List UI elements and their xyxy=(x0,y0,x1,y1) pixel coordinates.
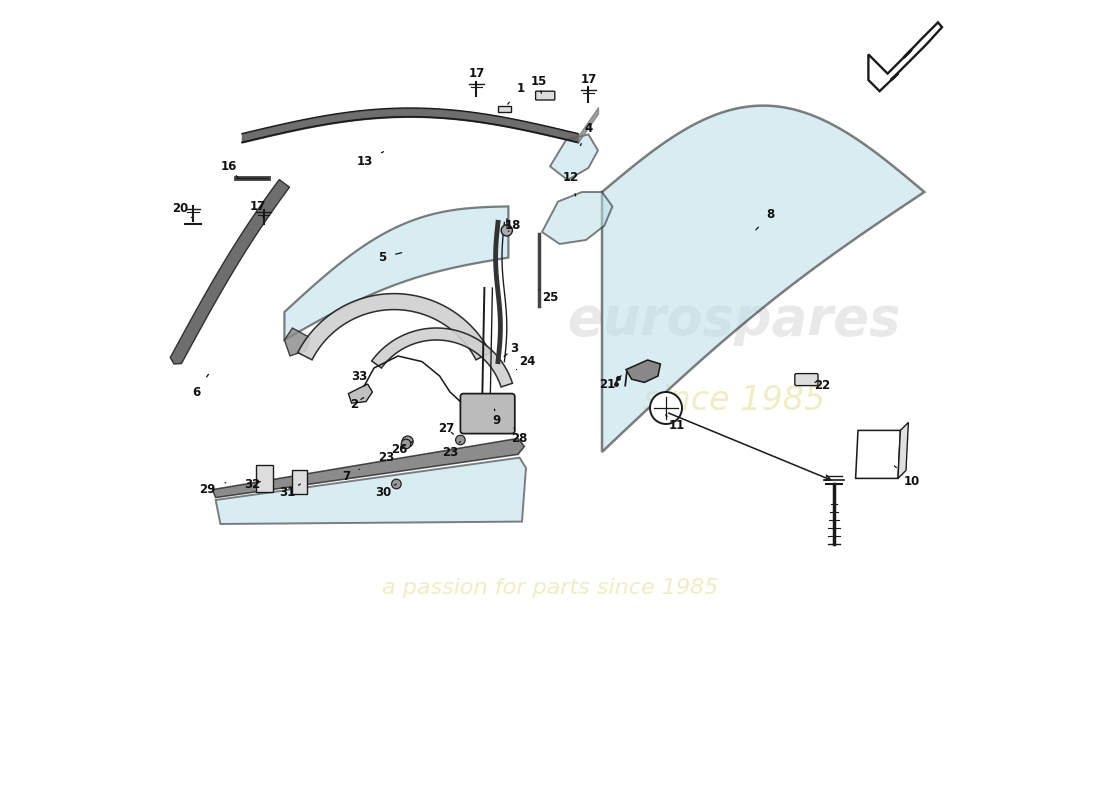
Circle shape xyxy=(392,479,402,489)
Text: 16: 16 xyxy=(220,160,238,178)
Circle shape xyxy=(455,435,465,445)
FancyBboxPatch shape xyxy=(461,394,515,434)
Text: 15: 15 xyxy=(530,75,547,94)
Polygon shape xyxy=(216,458,526,524)
Text: 17: 17 xyxy=(469,67,484,85)
Polygon shape xyxy=(898,422,909,478)
Text: 3: 3 xyxy=(504,342,518,357)
Bar xyxy=(293,470,307,494)
Polygon shape xyxy=(550,134,598,180)
Polygon shape xyxy=(372,328,513,387)
Text: 9: 9 xyxy=(493,409,500,426)
Bar xyxy=(498,106,510,112)
FancyBboxPatch shape xyxy=(795,374,818,386)
Text: 21: 21 xyxy=(600,376,621,390)
Circle shape xyxy=(402,436,414,447)
Polygon shape xyxy=(298,294,491,360)
Text: 8: 8 xyxy=(756,208,774,230)
Text: 5: 5 xyxy=(378,251,402,264)
Text: 12: 12 xyxy=(563,171,579,196)
Text: 23: 23 xyxy=(442,442,461,458)
Text: 7: 7 xyxy=(342,470,360,482)
Circle shape xyxy=(402,439,410,449)
Polygon shape xyxy=(285,206,508,340)
Circle shape xyxy=(650,392,682,424)
Text: 23: 23 xyxy=(378,446,405,464)
Polygon shape xyxy=(626,360,660,382)
Polygon shape xyxy=(602,106,924,452)
Text: 22: 22 xyxy=(814,379,830,392)
Text: 28: 28 xyxy=(512,428,528,445)
Text: since 1985: since 1985 xyxy=(642,383,825,417)
Bar xyxy=(255,465,273,492)
Text: 18: 18 xyxy=(505,219,521,232)
Polygon shape xyxy=(856,430,901,478)
Polygon shape xyxy=(285,328,310,356)
Text: 11: 11 xyxy=(666,414,684,432)
Text: 30: 30 xyxy=(375,484,396,498)
Text: 33: 33 xyxy=(352,370,367,386)
Polygon shape xyxy=(349,384,373,403)
Text: 6: 6 xyxy=(192,374,208,398)
Text: 10: 10 xyxy=(894,466,920,488)
Polygon shape xyxy=(212,438,525,498)
Polygon shape xyxy=(542,192,613,244)
Text: 29: 29 xyxy=(199,482,226,496)
Text: 26: 26 xyxy=(392,442,412,456)
Text: 17: 17 xyxy=(581,73,596,90)
Text: 31: 31 xyxy=(279,484,300,498)
Text: a passion for parts since 1985: a passion for parts since 1985 xyxy=(382,578,718,598)
Text: 20: 20 xyxy=(173,202,191,218)
Text: 27: 27 xyxy=(438,422,454,434)
Text: 4: 4 xyxy=(581,122,593,146)
FancyBboxPatch shape xyxy=(536,91,554,100)
Polygon shape xyxy=(868,22,942,91)
Circle shape xyxy=(502,225,513,236)
Text: 32: 32 xyxy=(244,478,261,490)
Text: 24: 24 xyxy=(516,355,536,370)
Text: 13: 13 xyxy=(356,152,384,168)
Text: 1: 1 xyxy=(508,82,525,104)
Text: 17: 17 xyxy=(250,200,266,218)
Text: eurospares: eurospares xyxy=(568,294,901,346)
Text: 2: 2 xyxy=(350,398,364,410)
Text: 25: 25 xyxy=(539,290,558,304)
Polygon shape xyxy=(170,179,289,364)
